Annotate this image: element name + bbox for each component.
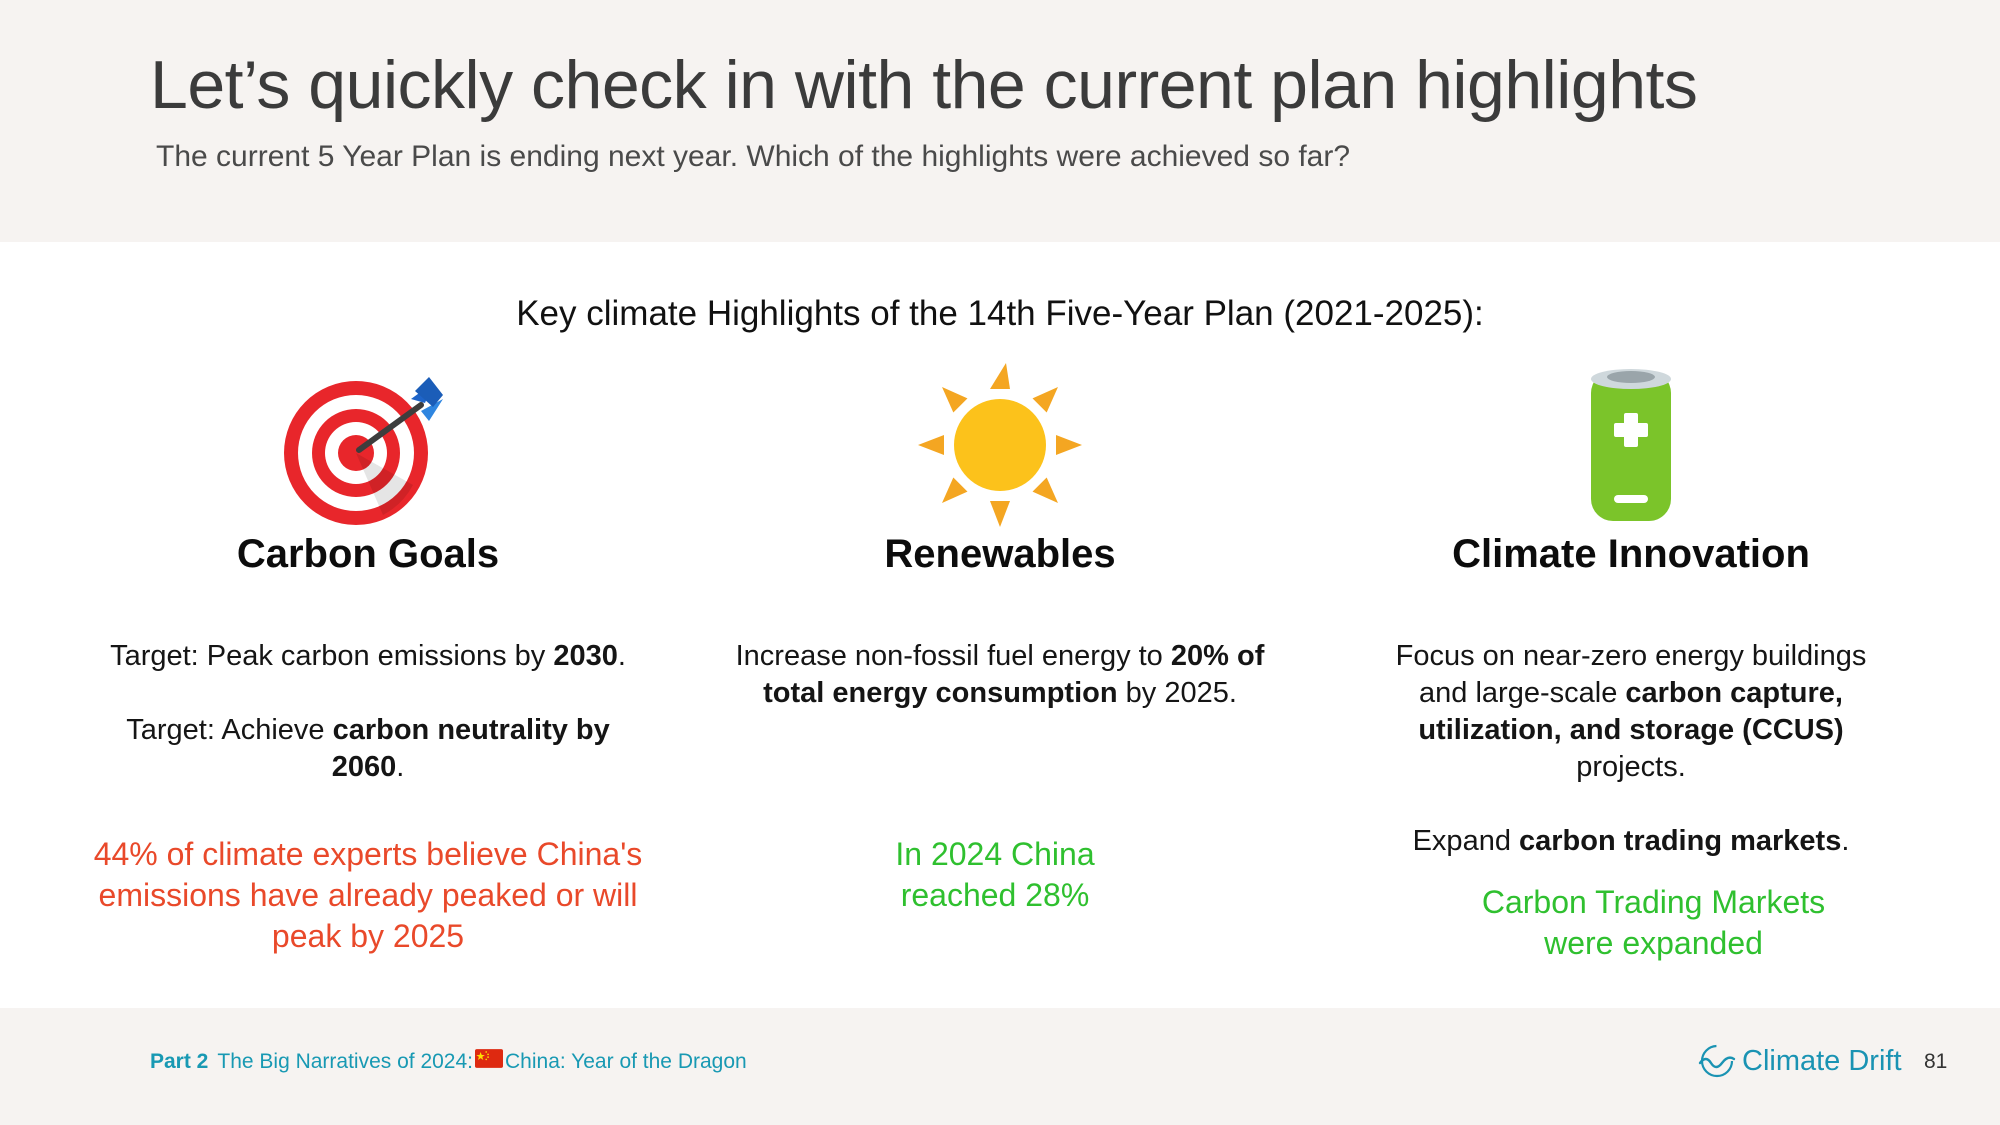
column-carbon-goals: Carbon Goals Target: Peak carbon emissio… <box>58 360 678 957</box>
china-flag-icon <box>475 1049 504 1074</box>
column-renewables: Renewables Increase non-fossil fuel ener… <box>690 360 1310 916</box>
column-heading: Climate Innovation <box>1452 532 1810 576</box>
climate-drift-logo-icon <box>1698 1044 1736 1078</box>
battery-icon <box>1321 360 1941 530</box>
footer-narrative-prefix: The Big Narratives of 2024: <box>217 1049 474 1073</box>
target-dart-icon <box>58 360 678 530</box>
slide-subtitle: The current 5 Year Plan is ending next y… <box>156 140 1351 173</box>
footer-narrative: Part 2 The Big Narratives of 2024: China… <box>150 1049 747 1074</box>
logo-text: Climate Drift <box>1742 1044 1902 1077</box>
sun-icon <box>690 360 1310 530</box>
renewables-target: Increase non-fossil fuel energy to 20% o… <box>735 640 1265 709</box>
column-heading: Renewables <box>884 532 1116 576</box>
column-heading: Carbon Goals <box>236 532 500 576</box>
innovation-focus: Focus on near-zero energy buildings and … <box>1395 640 1867 783</box>
innovation-result: Carbon Trading Markets were expanded <box>1481 884 1826 961</box>
column-climate-innovation: Climate Innovation Focus on near-zero en… <box>1321 360 1941 964</box>
carbon-goals-target-2: Target: Achieve carbon neutrality by 206… <box>126 714 610 783</box>
climate-drift-logo: Climate Drift <box>1698 1042 1902 1080</box>
carbon-goals-result: 44% of climate experts believe China's e… <box>93 836 643 954</box>
renewables-result: In 2024 China reached 28% <box>895 836 1095 913</box>
slide-title: Let’s quickly check in with the current … <box>150 47 1698 123</box>
header-band <box>0 0 2000 242</box>
footer-band <box>0 1008 2000 1125</box>
footer-part-label: Part 2 <box>150 1049 209 1073</box>
footer-narrative-suffix: China: Year of the Dragon <box>505 1049 747 1073</box>
carbon-goals-target-1: Target: Peak carbon emissions by 2030. <box>110 640 626 672</box>
page-number: 81 <box>1924 1050 1948 1073</box>
innovation-expand: Expand carbon trading markets. <box>1412 825 1850 857</box>
section-heading: Key climate Highlights of the 14th Five-… <box>516 294 1484 333</box>
